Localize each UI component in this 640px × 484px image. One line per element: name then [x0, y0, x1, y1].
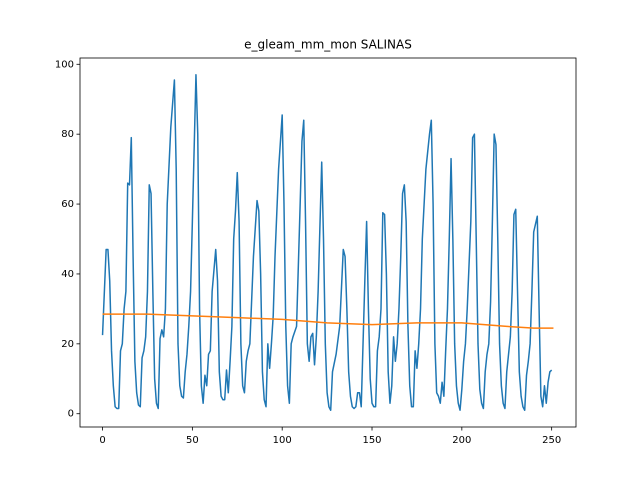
axes-frame — [79, 57, 577, 428]
x-tick-label: 0 — [99, 435, 105, 446]
x-tick-label: 250 — [542, 435, 561, 446]
y-tick-label: 80 — [61, 129, 74, 140]
data-line — [102, 313, 554, 329]
chart-title: e_gleam_mm_mon SALINAS — [244, 38, 412, 52]
y-tick-label: 20 — [61, 339, 74, 350]
y-tick-label: 40 — [61, 269, 74, 280]
y-tick-label: 60 — [61, 199, 74, 210]
y-tick-label: 0 — [68, 409, 74, 420]
x-tick-label: 150 — [362, 435, 381, 446]
data-line — [101, 74, 553, 411]
y-tick-label: 100 — [55, 59, 74, 70]
x-tick-label: 50 — [186, 435, 199, 446]
x-tick-label: 100 — [273, 435, 292, 446]
x-tick-label: 200 — [452, 435, 471, 446]
